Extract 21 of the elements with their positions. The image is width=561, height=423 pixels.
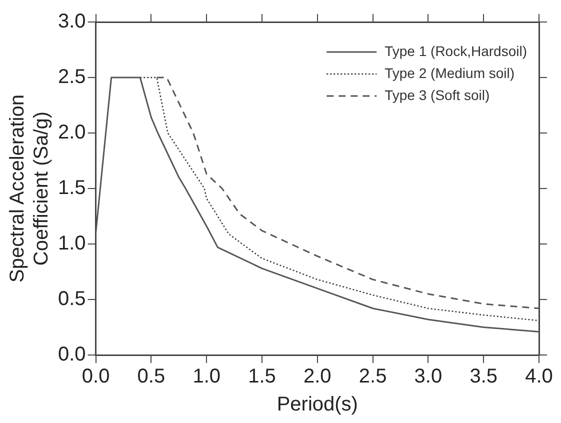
y-tick-label: 2.5 xyxy=(58,66,86,88)
x-tick-label: 4.0 xyxy=(525,366,553,388)
legend-label: Type 3 (Soft soil) xyxy=(384,86,490,103)
x-tick-label: 2.0 xyxy=(303,366,332,388)
y-axis-title: Spectral Acceleration Coefficient (Sa/g) xyxy=(6,94,53,282)
legend-label: Type 1 (Rock,Hardsoil) xyxy=(384,42,528,59)
y-tick-label: 3.0 xyxy=(58,10,86,33)
x-tick-label: 1.5 xyxy=(248,366,276,388)
y-tick-label: 0.5 xyxy=(58,288,86,310)
y-tick-label: 1.5 xyxy=(58,177,86,200)
x-tick-label: 0.0 xyxy=(82,366,110,388)
x-tick-label: 1.0 xyxy=(192,366,221,388)
x-tick-label: 2.5 xyxy=(358,366,387,388)
y-tick-label: 2.0 xyxy=(58,122,86,144)
y-tick-label: 0.0 xyxy=(58,344,86,366)
x-tick-label: 3.0 xyxy=(414,366,442,388)
x-axis-title: Period(s) xyxy=(276,394,358,416)
legend-label: Type 2 (Medium soil) xyxy=(384,64,515,81)
y-tick-label: 1.0 xyxy=(58,232,86,255)
x-tick-label: 0.5 xyxy=(137,366,166,388)
x-tick-label: 3.5 xyxy=(470,366,498,388)
